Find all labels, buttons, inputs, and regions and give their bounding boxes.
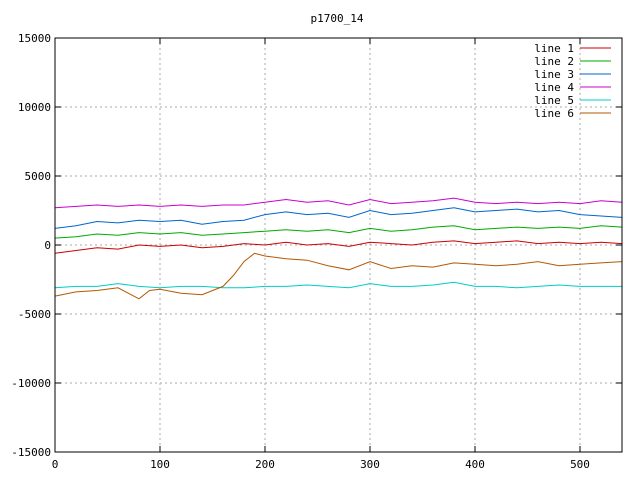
chart-title: p1700_14 — [311, 12, 364, 25]
legend-label-6: line 6 — [534, 107, 574, 120]
series-line-6 — [54, 252, 623, 300]
series-line-2 — [54, 225, 623, 239]
x-tick-label: 0 — [52, 458, 59, 471]
y-tick-label: 5000 — [25, 170, 52, 183]
y-tick-label: 15000 — [18, 32, 51, 45]
series-line-3 — [54, 207, 623, 229]
x-tick-label: 500 — [570, 458, 590, 471]
legend-label-2: line 2 — [534, 55, 574, 68]
y-tick-label: -5000 — [18, 308, 51, 321]
series-line-4 — [54, 197, 623, 209]
x-tick-label: 300 — [360, 458, 380, 471]
legend-label-5: line 5 — [534, 94, 574, 107]
x-tick-label: 400 — [465, 458, 485, 471]
y-tick-label: -15000 — [11, 446, 51, 459]
series-line-1 — [54, 240, 623, 254]
legend-label-4: line 4 — [534, 81, 574, 94]
series-line-5 — [54, 281, 622, 289]
y-tick-label: -10000 — [11, 377, 51, 390]
series-layer — [54, 197, 623, 300]
legend-label-1: line 1 — [534, 42, 574, 55]
y-tick-label: 10000 — [18, 101, 51, 114]
x-tick-label: 200 — [255, 458, 275, 471]
y-tick-label: 0 — [44, 239, 51, 252]
axis-ticks: 0 100 200 300 400 500 -15000 -10000 -5000 0 5000 10… — [11, 32, 622, 471]
legend-label-3: line 3 — [534, 68, 574, 81]
x-tick-label: 100 — [150, 458, 170, 471]
